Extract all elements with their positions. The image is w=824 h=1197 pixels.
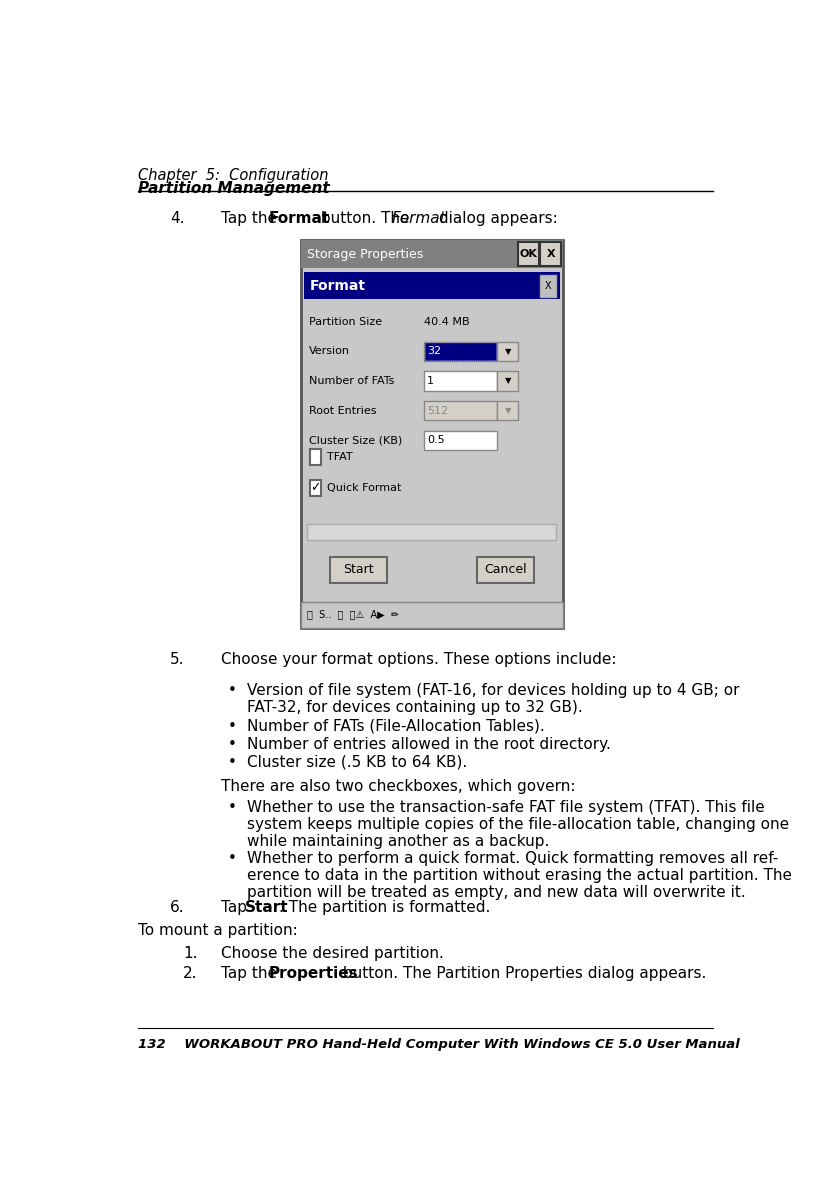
Text: •: •: [227, 800, 236, 815]
Text: X: X: [545, 280, 552, 291]
Bar: [424, 371, 498, 390]
Text: Format: Format: [392, 211, 447, 226]
Text: Cancel: Cancel: [484, 563, 527, 576]
Text: erence to data in the partition without erasing the actual partition. The: erence to data in the partition without …: [246, 868, 792, 882]
Text: •: •: [227, 755, 236, 770]
Text: button. The: button. The: [316, 211, 414, 226]
Text: ✓: ✓: [311, 481, 321, 494]
Bar: [330, 557, 387, 583]
Bar: [301, 602, 563, 627]
Text: button. The Partition Properties dialog appears.: button. The Partition Properties dialog …: [338, 966, 706, 980]
Text: Version: Version: [309, 346, 349, 357]
Text: ▼: ▼: [504, 376, 511, 385]
Text: 1.: 1.: [183, 946, 197, 960]
Text: Whether to perform a quick format. Quick formatting removes all ref-: Whether to perform a quick format. Quick…: [246, 851, 778, 865]
Text: 6.: 6.: [170, 900, 185, 916]
Bar: [498, 371, 518, 390]
Text: Properties: Properties: [269, 966, 358, 980]
Bar: [310, 480, 321, 497]
Bar: [498, 341, 518, 360]
Text: •: •: [227, 737, 236, 752]
Text: Cluster Size (KB): Cluster Size (KB): [309, 436, 402, 445]
Text: 4.: 4.: [170, 211, 185, 226]
Text: Number of FATs (File-Allocation Tables).: Number of FATs (File-Allocation Tables).: [246, 718, 545, 734]
Text: Number of FATs: Number of FATs: [309, 376, 394, 385]
Text: Tap the: Tap the: [221, 966, 282, 980]
Text: Choose the desired partition.: Choose the desired partition.: [221, 946, 444, 960]
Text: 2.: 2.: [183, 966, 197, 980]
Text: Partition Management: Partition Management: [138, 182, 330, 196]
Text: Chapter  5:  Configuration: Chapter 5: Configuration: [138, 168, 329, 183]
Text: Start: Start: [343, 563, 374, 576]
Bar: [424, 401, 498, 420]
Text: OK: OK: [519, 249, 537, 260]
Text: while maintaining another as a backup.: while maintaining another as a backup.: [246, 834, 549, 849]
Text: 0.5: 0.5: [427, 436, 445, 445]
Bar: [476, 557, 534, 583]
Bar: [518, 243, 539, 266]
Text: 5.: 5.: [170, 652, 185, 668]
Text: Format: Format: [269, 211, 330, 226]
Bar: [301, 241, 563, 268]
Bar: [301, 241, 563, 627]
Text: There are also two checkboxes, which govern:: There are also two checkboxes, which gov…: [221, 779, 576, 794]
Text: ▼: ▼: [504, 347, 511, 356]
Bar: [541, 274, 556, 297]
Text: •: •: [227, 682, 236, 698]
Text: Version of file system (FAT-16, for devices holding up to 4 GB; or: Version of file system (FAT-16, for devi…: [246, 682, 739, 698]
Text: 132    WORKABOUT PRO Hand-Held Computer With Windows CE 5.0 User Manual: 132 WORKABOUT PRO Hand-Held Computer Wit…: [138, 1038, 740, 1051]
Text: system keeps multiple copies of the file-allocation table, changing one: system keeps multiple copies of the file…: [246, 816, 789, 832]
Text: Storage Properties: Storage Properties: [307, 248, 424, 261]
Text: Tap: Tap: [221, 900, 252, 916]
Bar: [425, 342, 496, 360]
Text: Cluster size (.5 KB to 64 KB).: Cluster size (.5 KB to 64 KB).: [246, 755, 467, 770]
Text: •: •: [227, 718, 236, 734]
Text: Tap the: Tap the: [221, 211, 282, 226]
Text: partition will be treated as empty, and new data will overwrite it.: partition will be treated as empty, and …: [246, 885, 746, 900]
Bar: [310, 449, 321, 466]
Text: Partition Size: Partition Size: [309, 316, 382, 327]
Text: 🪟  S..  🖨  💧⚠  A▶  ✏: 🪟 S.. 🖨 💧⚠ A▶ ✏: [307, 609, 400, 620]
Text: 1: 1: [427, 376, 434, 385]
Text: X: X: [546, 249, 555, 260]
Bar: [303, 272, 560, 299]
Text: Choose your format options. These options include:: Choose your format options. These option…: [221, 652, 616, 668]
Text: Quick Format: Quick Format: [326, 482, 401, 493]
Text: Number of entries allowed in the root directory.: Number of entries allowed in the root di…: [246, 737, 611, 752]
Bar: [424, 341, 498, 360]
Bar: [498, 401, 518, 420]
Text: Whether to use the transaction-safe FAT file system (TFAT). This file: Whether to use the transaction-safe FAT …: [246, 800, 765, 815]
Text: FAT-32, for devices containing up to 32 GB).: FAT-32, for devices containing up to 32 …: [246, 700, 583, 715]
Text: 512: 512: [427, 406, 448, 415]
Bar: [424, 431, 498, 450]
Text: TFAT: TFAT: [326, 452, 352, 462]
Text: 40.4 MB: 40.4 MB: [424, 316, 470, 327]
Text: Start: Start: [245, 900, 288, 916]
Text: 32: 32: [427, 346, 442, 357]
Text: Format: Format: [310, 279, 366, 292]
Text: . The partition is formatted.: . The partition is formatted.: [279, 900, 490, 916]
Bar: [307, 523, 556, 540]
Bar: [541, 243, 561, 266]
Text: To mount a partition:: To mount a partition:: [138, 923, 297, 938]
Text: dialog appears:: dialog appears:: [434, 211, 558, 226]
Text: ▼: ▼: [504, 406, 511, 415]
Text: •: •: [227, 851, 236, 865]
Text: Root Entries: Root Entries: [309, 406, 376, 415]
